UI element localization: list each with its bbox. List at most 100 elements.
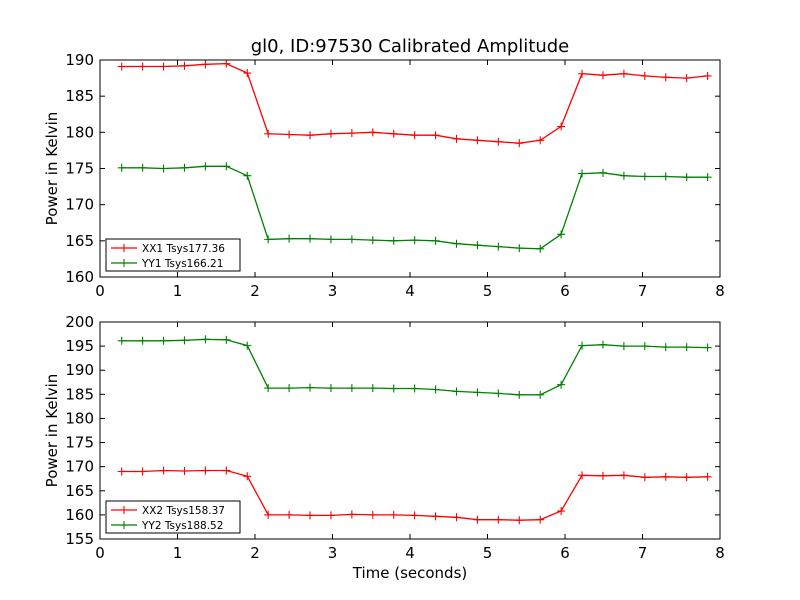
data-point xyxy=(285,234,294,243)
legend-label: YY1 Tsys166.21 xyxy=(141,258,223,270)
data-point xyxy=(138,467,147,476)
y-axis-label: Power in Kelvin xyxy=(43,112,61,226)
data-point xyxy=(515,244,524,253)
data-point xyxy=(306,511,315,520)
data-point xyxy=(703,71,712,80)
data-point xyxy=(264,129,273,138)
data-point xyxy=(180,163,189,172)
data-point xyxy=(557,230,566,239)
data-point xyxy=(452,134,461,143)
data-point xyxy=(347,129,356,138)
data-point xyxy=(640,473,649,482)
data-point xyxy=(389,384,398,393)
data-point xyxy=(703,173,712,182)
data-point xyxy=(138,62,147,71)
legend-marker xyxy=(120,259,128,267)
data-point xyxy=(578,169,587,178)
x-tick-label: 6 xyxy=(560,544,570,562)
data-point xyxy=(117,467,126,476)
x-tick-label: 5 xyxy=(483,544,493,562)
data-point xyxy=(703,343,712,352)
data-point xyxy=(452,239,461,248)
data-point xyxy=(201,466,210,475)
legend-label: XX1 Tsys177.36 xyxy=(142,243,225,255)
legend: XX1 Tsys177.36 YY1 Tsys166.21 xyxy=(105,238,241,272)
x-tick-label: 1 xyxy=(173,544,183,562)
data-point xyxy=(494,137,503,146)
data-point xyxy=(431,512,440,521)
x-tick-label: 6 xyxy=(560,282,570,300)
data-point xyxy=(494,242,503,251)
data-point xyxy=(536,390,545,399)
y-tick-label: 190 xyxy=(65,51,94,69)
legend-marker xyxy=(120,521,128,529)
data-point xyxy=(598,340,607,349)
data-point xyxy=(473,515,482,524)
x-axis-label: Time (seconds) xyxy=(352,564,468,582)
data-point xyxy=(285,130,294,139)
x-tick-label: 7 xyxy=(638,282,648,300)
data-point xyxy=(243,171,252,180)
x-tick-label: 2 xyxy=(250,544,260,562)
data-point xyxy=(117,62,126,71)
data-point xyxy=(536,244,545,253)
y-tick-label: 200 xyxy=(65,313,94,331)
data-point xyxy=(494,515,503,524)
data-point xyxy=(201,335,210,344)
data-point xyxy=(347,384,356,393)
data-point xyxy=(473,388,482,397)
y-tick-label: 180 xyxy=(65,123,94,141)
data-point xyxy=(222,466,231,475)
data-point xyxy=(661,343,670,352)
data-point xyxy=(515,139,524,148)
legend: XX2 Tsys158.37 YY2 Tsys188.52 xyxy=(105,500,241,534)
legend-label: YY2 Tsys188.52 xyxy=(141,520,223,532)
data-point xyxy=(347,510,356,519)
data-point xyxy=(536,515,545,524)
data-point xyxy=(264,384,273,393)
data-point xyxy=(703,472,712,481)
data-point xyxy=(619,342,628,351)
x-tick-label: 3 xyxy=(328,544,338,562)
data-point xyxy=(515,516,524,525)
data-point xyxy=(243,472,252,481)
data-point xyxy=(619,69,628,78)
data-point xyxy=(578,471,587,480)
data-point xyxy=(201,162,210,171)
data-point xyxy=(431,385,440,394)
y-tick-label: 155 xyxy=(65,530,94,548)
data-point xyxy=(264,235,273,244)
data-point xyxy=(159,62,168,71)
data-point xyxy=(452,513,461,522)
x-tick-label: 0 xyxy=(95,282,105,300)
x-tick-label: 4 xyxy=(405,282,415,300)
data-point xyxy=(138,163,147,172)
y-tick-label: 170 xyxy=(65,196,94,214)
x-tick-label: 8 xyxy=(715,282,725,300)
x-tick-label: 8 xyxy=(715,544,725,562)
data-point xyxy=(389,236,398,245)
legend-box xyxy=(105,238,241,272)
data-point xyxy=(243,69,252,78)
data-point xyxy=(431,236,440,245)
x-tick-label: 0 xyxy=(95,544,105,562)
data-point xyxy=(619,171,628,180)
data-point xyxy=(598,168,607,177)
data-point xyxy=(682,473,691,482)
data-point xyxy=(368,236,377,245)
data-point xyxy=(557,507,566,516)
data-point xyxy=(264,510,273,519)
data-point xyxy=(640,342,649,351)
data-point xyxy=(368,510,377,519)
data-point xyxy=(389,129,398,138)
data-point xyxy=(661,73,670,82)
data-point xyxy=(222,59,231,68)
data-point xyxy=(557,380,566,389)
data-point xyxy=(326,129,335,138)
legend-marker xyxy=(120,244,128,252)
data-point xyxy=(473,136,482,145)
data-point xyxy=(410,131,419,140)
data-point xyxy=(598,471,607,480)
